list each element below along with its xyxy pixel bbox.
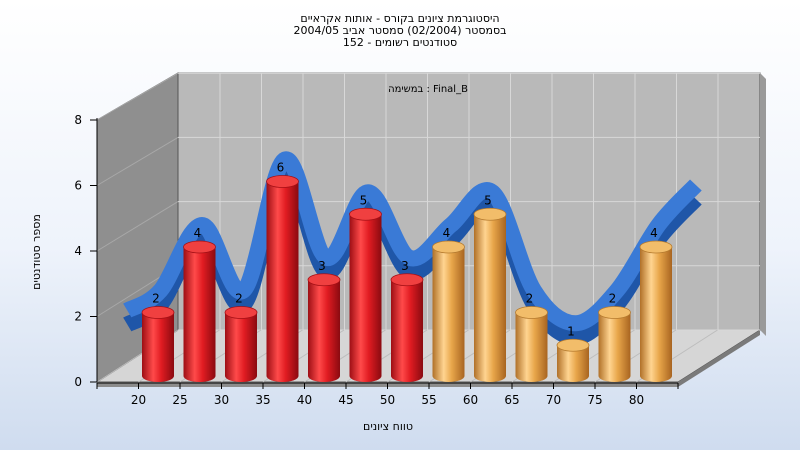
x-tick-label: 25 xyxy=(172,393,187,407)
y-axis-label: מספר סטודנטים xyxy=(30,214,43,290)
bar: 5 xyxy=(473,193,507,382)
bar: 1 xyxy=(556,324,590,382)
chart-subtitle-count: סטודנטים רשומים - 152 xyxy=(342,36,458,49)
bar-body xyxy=(598,312,631,382)
bar: 6 xyxy=(266,161,299,382)
bar: 3 xyxy=(307,259,341,382)
y-tick-label: 8 xyxy=(74,113,82,127)
floor-right-edge xyxy=(678,330,760,387)
bar-value-label: 4 xyxy=(650,226,658,240)
bar: 4 xyxy=(432,226,465,382)
trend-line xyxy=(123,151,702,346)
bar-body xyxy=(640,247,672,382)
x-tick-label: 65 xyxy=(504,393,519,407)
chart-annotation: במשימה : Final_B xyxy=(388,84,468,95)
bar: 3 xyxy=(390,259,424,382)
y-tick-label: 0 xyxy=(74,375,82,389)
chart-subtitle: בסמסטר (02/2004) סמסטר אביב 2004/05 xyxy=(293,24,507,37)
chart-title: היסטוגרמת ציונים בקורס - אותות אקראיים xyxy=(300,12,500,25)
trend-ribbon xyxy=(123,151,702,332)
bar-top xyxy=(473,207,507,221)
x-tick-label: 35 xyxy=(255,393,270,407)
bar-top xyxy=(556,338,590,352)
bar-body xyxy=(557,345,589,382)
bar-value-label: 5 xyxy=(360,193,368,207)
bar: 5 xyxy=(349,193,382,382)
bar-top xyxy=(224,306,258,319)
gridline-side xyxy=(96,201,179,252)
bar-body xyxy=(515,312,548,382)
bar-value-label: 4 xyxy=(194,226,202,240)
bar-body xyxy=(225,312,257,382)
bar-value-label: 2 xyxy=(235,292,243,306)
bar-value-label: 3 xyxy=(401,259,409,273)
bar: 2 xyxy=(224,292,258,382)
gridline-side xyxy=(96,72,179,121)
bar: 4 xyxy=(639,226,673,382)
bar-top xyxy=(183,240,216,254)
bar-top xyxy=(266,175,299,188)
bar-value-label: 5 xyxy=(484,193,492,207)
gridline-side xyxy=(96,136,179,186)
bar-body xyxy=(474,214,506,382)
y-tick-label: 2 xyxy=(74,310,82,324)
bar-top xyxy=(141,306,175,319)
bar-value-label: 2 xyxy=(152,292,160,306)
bar-body xyxy=(432,247,465,382)
bar: 2 xyxy=(598,292,631,382)
x-tick-label: 30 xyxy=(214,393,229,407)
bar-value-label: 2 xyxy=(609,292,617,306)
bar-body xyxy=(142,312,174,382)
bar-body xyxy=(391,279,423,382)
bar-top xyxy=(639,240,673,254)
y-tick-label: 6 xyxy=(74,179,82,193)
bar-value-label: 1 xyxy=(567,324,575,338)
x-axis-label: טווח ציונים xyxy=(363,420,413,433)
bar-top xyxy=(307,273,341,287)
bar-value-label: 6 xyxy=(277,161,285,175)
bar-value-label: 4 xyxy=(443,226,451,240)
x-tick-label: 20 xyxy=(131,393,146,407)
x-tick-label: 70 xyxy=(546,393,561,407)
x-tick-label: 80 xyxy=(629,393,644,407)
bar-body xyxy=(349,214,382,382)
bars: 2 4 2 6 3 5 3 4 5 2 1 2 4 xyxy=(141,161,673,382)
y-tick-label: 4 xyxy=(74,244,82,258)
x-tick-label: 40 xyxy=(297,393,312,407)
x-tick-label: 50 xyxy=(380,393,395,407)
back-wall-shadow xyxy=(760,73,766,336)
bar-value-label: 3 xyxy=(318,259,326,273)
bar-value-label: 2 xyxy=(526,292,534,306)
x-tick-label: 60 xyxy=(463,393,478,407)
bar-body xyxy=(266,181,299,382)
bar: 4 xyxy=(183,226,216,382)
x-tick-label: 45 xyxy=(338,393,353,407)
x-tick-label: 55 xyxy=(421,393,436,407)
bar-body xyxy=(183,247,216,382)
x-tick-label: 75 xyxy=(587,393,602,407)
bar-top xyxy=(349,207,382,221)
bar-top xyxy=(390,273,424,287)
bar: 2 xyxy=(141,292,175,382)
bar-top xyxy=(515,306,548,319)
bar-body xyxy=(308,279,340,382)
bar: 2 xyxy=(515,292,548,382)
bar-top xyxy=(432,240,465,254)
bar-top xyxy=(598,306,631,319)
